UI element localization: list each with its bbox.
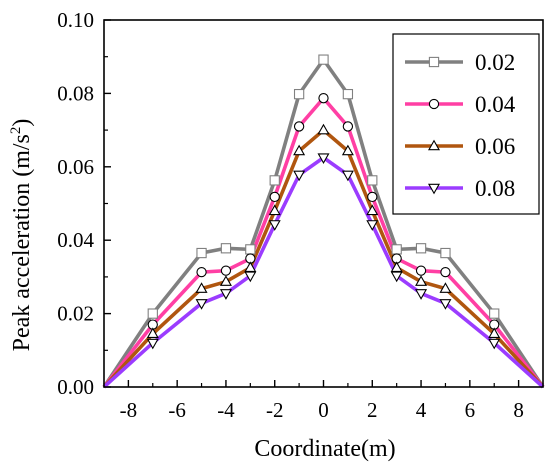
- data-point: [146, 338, 159, 350]
- data-point: [318, 93, 329, 104]
- data-point: [244, 271, 257, 283]
- x-tick-label: -4: [217, 398, 235, 422]
- data-point: [244, 261, 257, 272]
- data-point: [195, 299, 208, 310]
- data-point: [391, 244, 402, 255]
- data-point: [293, 88, 305, 100]
- y-tick-label: 0.04: [57, 228, 94, 252]
- y-axis-title-superscript: 2: [8, 127, 24, 135]
- data-point: [439, 299, 452, 310]
- data-point: [366, 220, 379, 231]
- data-point: [488, 327, 501, 339]
- data-point: [269, 175, 280, 186]
- legend-label: 0.04: [475, 92, 516, 117]
- data-point: [220, 265, 232, 276]
- data-point: [390, 261, 403, 272]
- data-point: [415, 243, 427, 254]
- y-axis-title-end: ): [9, 119, 35, 127]
- x-tick-labels: -8 -6 -4 -2 0 2 4 6 8: [120, 398, 524, 422]
- data-point: [245, 244, 256, 255]
- y-axis-title-main: Peak acceleration (m/s: [9, 134, 35, 351]
- legend-marker: [427, 183, 441, 195]
- data-point: [196, 247, 207, 259]
- data-point: [415, 265, 427, 276]
- data-point: [293, 144, 306, 156]
- series-markers: [146, 54, 501, 350]
- data-point: [146, 327, 159, 339]
- data-point: [268, 220, 281, 231]
- data-point: [366, 204, 379, 216]
- x-tick-label: 8: [513, 398, 524, 422]
- data-point: [196, 266, 207, 278]
- data-point: [440, 247, 451, 259]
- data-point: [219, 275, 232, 286]
- data-point: [268, 204, 281, 216]
- y-tick-label: 0.00: [57, 375, 94, 399]
- legend-label: 0.02: [475, 50, 515, 75]
- legend-box: [392, 33, 540, 215]
- data-point: [220, 243, 232, 254]
- data-point: [318, 54, 329, 65]
- plot-frame: [103, 19, 544, 388]
- legend-marker: [427, 139, 441, 151]
- x-tick-label: -6: [168, 398, 186, 422]
- y-axis-title: Peak acceleration (m/s2): [8, 119, 35, 352]
- legend: 0.02 0.04 0.06 0.08: [392, 33, 540, 215]
- data-point: [219, 289, 232, 300]
- data-point: [488, 338, 501, 350]
- data-point: [195, 282, 208, 293]
- legend-label: 0.06: [475, 134, 515, 159]
- data-point: [317, 123, 330, 135]
- x-tick-label: -8: [120, 398, 138, 422]
- legend-marker: [428, 56, 440, 68]
- y-tick-label: 0.02: [57, 302, 94, 326]
- y-tick-label: 0.06: [57, 155, 94, 179]
- data-point: [367, 175, 378, 186]
- data-point: [341, 170, 354, 182]
- data-point: [342, 88, 354, 100]
- data-point: [341, 144, 354, 156]
- x-tick-label: 4: [416, 398, 427, 422]
- data-point: [317, 153, 330, 165]
- data-point: [489, 308, 500, 319]
- data-point: [439, 282, 452, 293]
- x-tick-label: 6: [465, 398, 476, 422]
- x-tick-label: -2: [266, 398, 284, 422]
- x-tick-label: 0: [318, 398, 329, 422]
- x-axis-title: Coordinate(m): [254, 436, 395, 462]
- data-point: [367, 191, 378, 203]
- data-point: [293, 170, 306, 182]
- y-tick-label: 0.10: [57, 8, 94, 32]
- data-point: [269, 191, 280, 203]
- legend-marker: [428, 98, 440, 110]
- y-tick-label: 0.08: [57, 81, 94, 105]
- data-point: [415, 275, 428, 286]
- data-point: [147, 308, 158, 319]
- legend-label: 0.08: [475, 176, 515, 201]
- data-point: [440, 266, 451, 278]
- data-point: [342, 121, 354, 132]
- y-tick-labels: 0.00 0.02 0.04 0.06 0.08 0.10: [57, 8, 94, 399]
- data-point: [293, 121, 305, 132]
- data-point: [390, 271, 403, 283]
- data-point: [415, 289, 428, 300]
- x-tick-label: 2: [367, 398, 378, 422]
